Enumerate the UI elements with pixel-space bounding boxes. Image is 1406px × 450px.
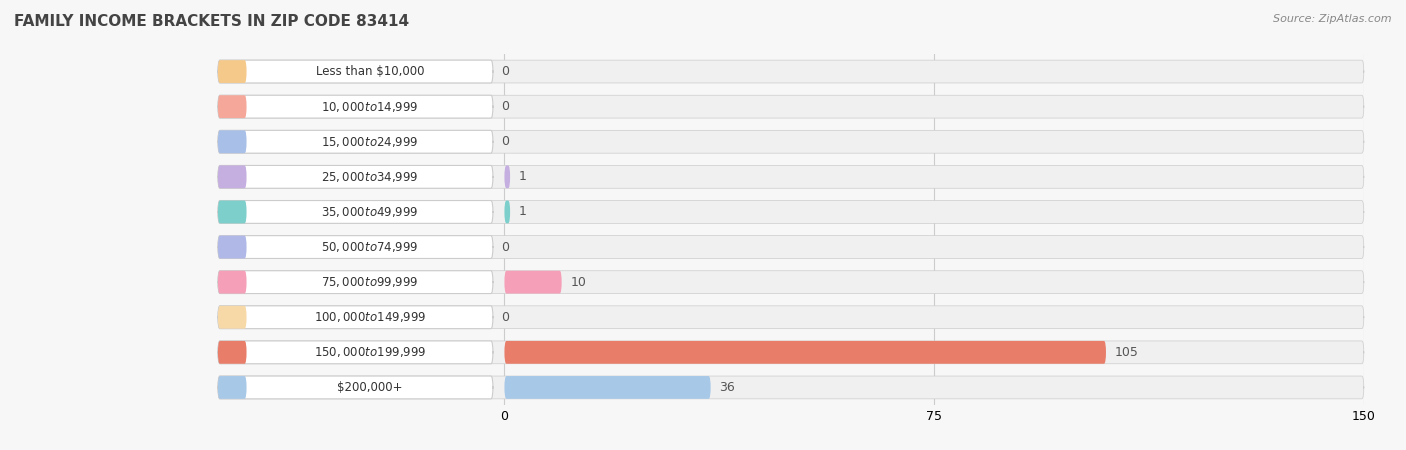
Text: 1: 1 <box>519 171 527 183</box>
Text: 0: 0 <box>502 65 509 78</box>
FancyBboxPatch shape <box>505 166 510 188</box>
Text: $200,000+: $200,000+ <box>337 381 402 394</box>
FancyBboxPatch shape <box>218 376 1364 399</box>
Text: $75,000 to $99,999: $75,000 to $99,999 <box>321 275 419 289</box>
FancyBboxPatch shape <box>505 341 1107 364</box>
FancyBboxPatch shape <box>218 236 246 258</box>
FancyBboxPatch shape <box>505 201 510 223</box>
FancyBboxPatch shape <box>218 130 494 153</box>
Text: Less than $10,000: Less than $10,000 <box>315 65 425 78</box>
Text: $150,000 to $199,999: $150,000 to $199,999 <box>314 345 426 360</box>
Text: $50,000 to $74,999: $50,000 to $74,999 <box>321 240 419 254</box>
FancyBboxPatch shape <box>218 376 494 399</box>
Text: 1: 1 <box>519 206 527 218</box>
Text: 0: 0 <box>502 241 509 253</box>
FancyBboxPatch shape <box>218 271 246 293</box>
FancyBboxPatch shape <box>218 236 494 258</box>
FancyBboxPatch shape <box>218 166 246 188</box>
FancyBboxPatch shape <box>218 201 1364 223</box>
FancyBboxPatch shape <box>218 341 246 364</box>
FancyBboxPatch shape <box>218 130 246 153</box>
FancyBboxPatch shape <box>505 271 562 293</box>
FancyBboxPatch shape <box>218 271 1364 293</box>
FancyBboxPatch shape <box>218 271 494 293</box>
FancyBboxPatch shape <box>218 166 494 188</box>
Text: 36: 36 <box>720 381 735 394</box>
Text: 0: 0 <box>502 135 509 148</box>
FancyBboxPatch shape <box>218 95 494 118</box>
Text: 105: 105 <box>1115 346 1139 359</box>
Text: FAMILY INCOME BRACKETS IN ZIP CODE 83414: FAMILY INCOME BRACKETS IN ZIP CODE 83414 <box>14 14 409 28</box>
Text: $25,000 to $34,999: $25,000 to $34,999 <box>321 170 419 184</box>
Text: Source: ZipAtlas.com: Source: ZipAtlas.com <box>1274 14 1392 23</box>
FancyBboxPatch shape <box>218 95 1364 118</box>
FancyBboxPatch shape <box>218 60 1364 83</box>
Text: 0: 0 <box>502 100 509 113</box>
FancyBboxPatch shape <box>218 201 246 223</box>
FancyBboxPatch shape <box>218 341 1364 364</box>
FancyBboxPatch shape <box>218 95 246 118</box>
FancyBboxPatch shape <box>218 60 246 83</box>
Text: 0: 0 <box>502 311 509 324</box>
Text: 10: 10 <box>571 276 586 288</box>
Text: $10,000 to $14,999: $10,000 to $14,999 <box>321 99 419 114</box>
FancyBboxPatch shape <box>218 130 1364 153</box>
FancyBboxPatch shape <box>218 306 246 328</box>
FancyBboxPatch shape <box>218 306 1364 328</box>
FancyBboxPatch shape <box>505 376 710 399</box>
FancyBboxPatch shape <box>218 306 494 328</box>
FancyBboxPatch shape <box>218 341 494 364</box>
FancyBboxPatch shape <box>218 60 494 83</box>
Text: $15,000 to $24,999: $15,000 to $24,999 <box>321 135 419 149</box>
Text: $35,000 to $49,999: $35,000 to $49,999 <box>321 205 419 219</box>
FancyBboxPatch shape <box>218 376 246 399</box>
FancyBboxPatch shape <box>218 201 494 223</box>
Text: $100,000 to $149,999: $100,000 to $149,999 <box>314 310 426 324</box>
FancyBboxPatch shape <box>218 236 1364 258</box>
FancyBboxPatch shape <box>218 166 1364 188</box>
